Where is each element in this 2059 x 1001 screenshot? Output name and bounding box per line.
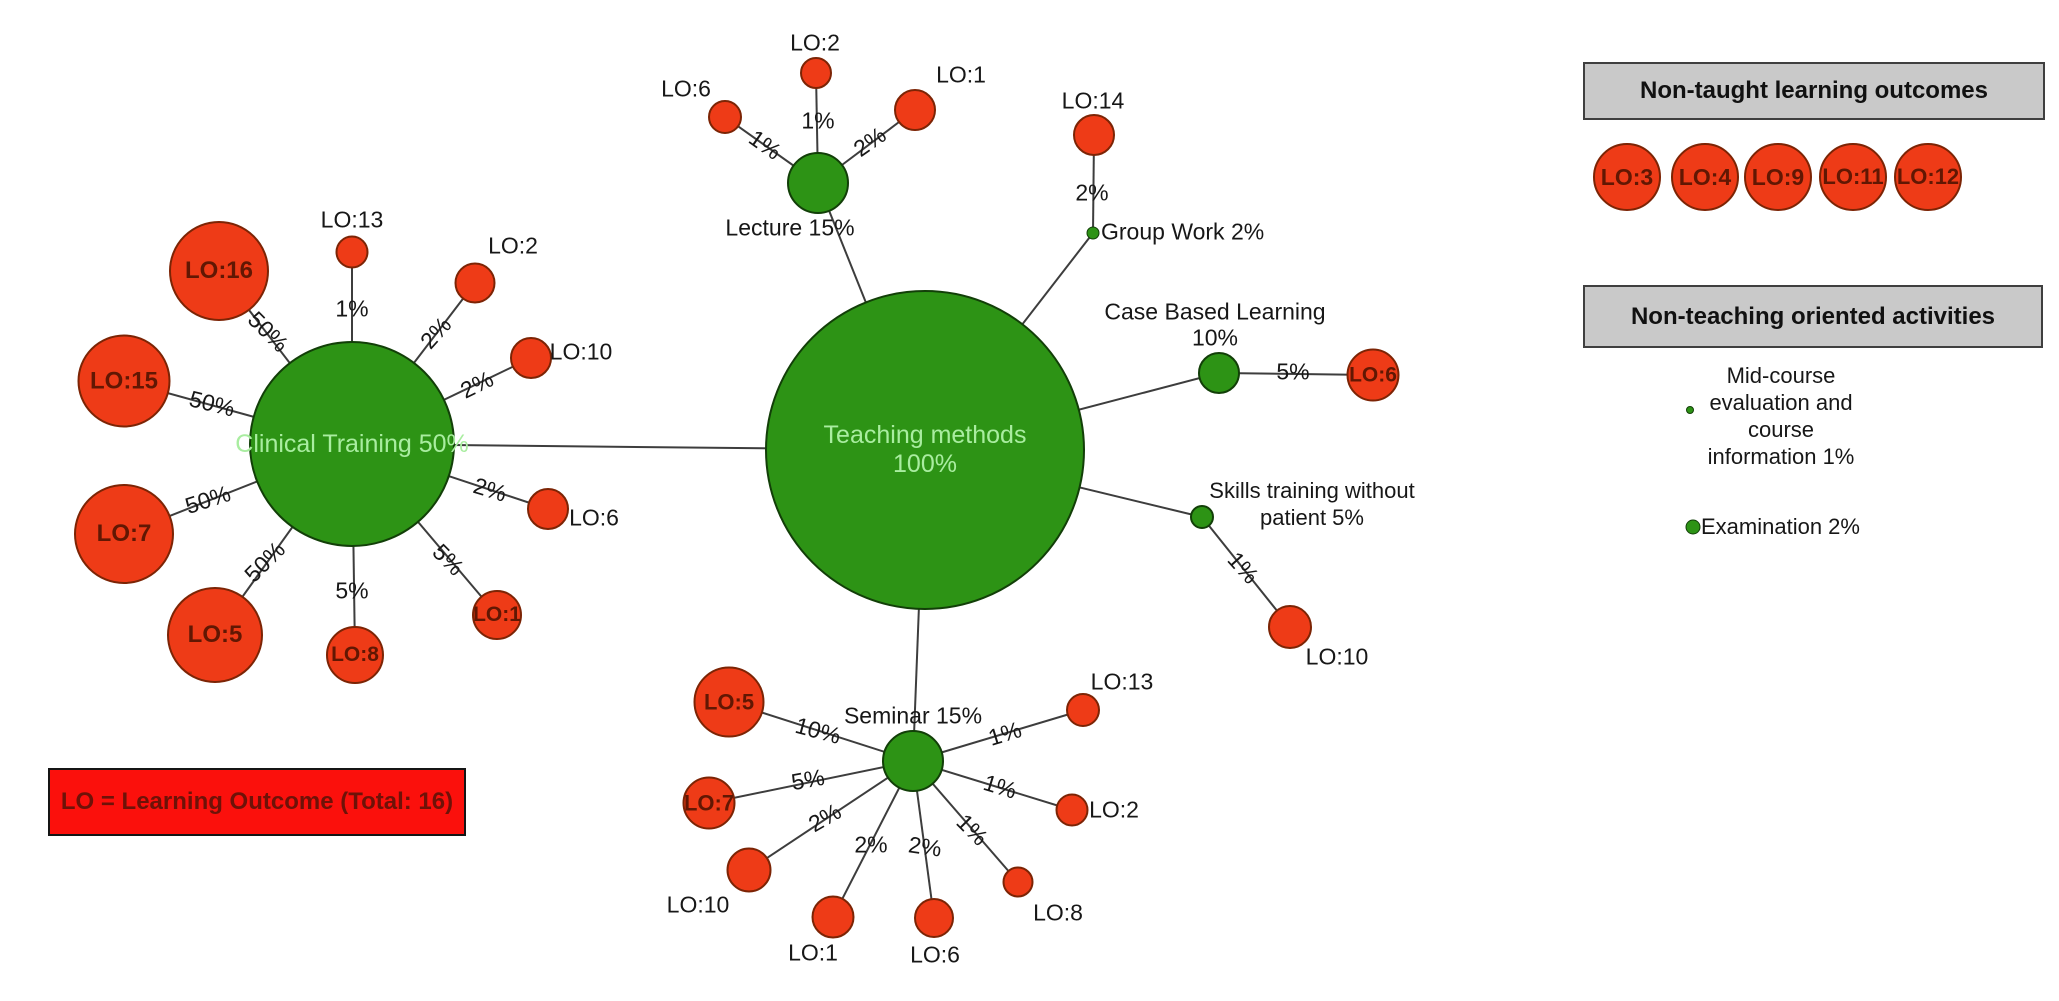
node-teaching-methods: Teaching methods 100%	[765, 290, 1085, 610]
node-nontaught-lo9: LO:9	[1744, 143, 1812, 211]
node-case-based-lo6-label: LO:6	[1349, 363, 1397, 386]
node-clinical-lo16: LO:16	[169, 221, 269, 321]
node-seminar-lo5: LO:5	[693, 666, 765, 738]
label-clinical-lo13: LO:13	[320, 206, 384, 233]
node-clinical-lo8-label: LO:8	[331, 643, 379, 666]
node-clinical-lo5: LO:5	[167, 587, 263, 683]
node-lecture-lo6	[708, 100, 742, 134]
node-seminar-lo7-label: LO:7	[683, 790, 735, 815]
label-seminar-lo1: LO:1	[788, 939, 838, 966]
node-clinical-lo5-label: LO:5	[187, 621, 243, 648]
node-clinical-lo15: LO:15	[77, 334, 171, 428]
label-clinical-lo10: LO:10	[549, 338, 613, 365]
node-nontaught-lo12: LO:12	[1894, 143, 1962, 211]
node-clinical-lo7: LO:7	[74, 484, 174, 584]
edge-label-clinical-lo8: 5%	[335, 577, 369, 604]
edge-label-lecture-lo2: 1%	[801, 107, 835, 134]
node-clinical-lo1: LO:1	[472, 590, 522, 640]
label-seminar-lo8: LO:8	[1033, 899, 1083, 926]
edge-label-clinical-lo13: 1%	[335, 295, 369, 322]
non-teaching-header: Non-teaching oriented activities	[1583, 285, 2043, 348]
node-seminar-lo7: LO:7	[682, 776, 736, 830]
node-clinical-lo13	[335, 235, 369, 269]
node-case-based-learning	[1198, 352, 1240, 394]
label-seminar: Seminar 15%	[843, 702, 983, 729]
label-skills-training: Skills training without patient 5%	[1209, 478, 1415, 530]
node-nontaught-lo11: LO:11	[1819, 143, 1887, 211]
label-seminar-lo6: LO:6	[910, 941, 960, 968]
node-nontaught-lo11-label: LO:11	[1822, 164, 1884, 189]
label-group-work: Group Work 2%	[1101, 218, 1265, 245]
edge-label-group-work-lo14: 2%	[1075, 179, 1109, 206]
node-seminar-lo10	[726, 847, 772, 893]
node-seminar-lo13	[1066, 693, 1100, 727]
node-nontaught-lo4-label: LO:4	[1678, 163, 1732, 190]
node-seminar-lo2	[1055, 793, 1089, 827]
mid-course-dot	[1686, 406, 1694, 414]
node-lecture-lo2	[800, 57, 832, 89]
label-seminar-lo2: LO:2	[1089, 796, 1139, 823]
node-group-work	[1086, 226, 1100, 240]
node-clinical-lo10	[510, 337, 552, 379]
non-taught-header: Non-taught learning outcomes	[1583, 62, 2045, 120]
teaching-methods-pct: 100%	[893, 450, 957, 478]
node-teaching-methods-label: Teaching methods 100%	[824, 421, 1027, 479]
node-clinical-lo2	[454, 262, 496, 304]
node-clinical-lo1-label: LO:1	[473, 603, 521, 626]
label-case-based-learning: Case Based Learning	[1104, 298, 1326, 325]
non-taught-header-label: Non-taught learning outcomes	[1640, 77, 1988, 104]
node-nontaught-lo3: LO:3	[1593, 143, 1661, 211]
node-seminar-lo5-label: LO:5	[703, 689, 755, 714]
node-clinical-lo15-label: LO:15	[89, 367, 158, 394]
node-skills-lo10	[1268, 605, 1312, 649]
label-skills-lo10: LO:10	[1305, 643, 1369, 670]
node-clinical-lo6	[527, 488, 569, 530]
label-seminar-lo10: LO:10	[666, 891, 730, 918]
label-clinical-lo2: LO:2	[488, 232, 538, 259]
label-seminar-lo13: LO:13	[1090, 668, 1154, 695]
examination-dot	[1685, 519, 1701, 535]
node-seminar-lo6	[914, 898, 954, 938]
edge-label-seminar-lo7: 5%	[789, 763, 827, 796]
label-lecture: Lecture 15%	[725, 214, 855, 241]
node-case-based-lo6: LO:6	[1346, 348, 1400, 402]
label-mid-course: Mid-course evaluation and course informa…	[1707, 363, 1855, 469]
label-examination: Examination 2%	[1701, 514, 1860, 539]
label-clinical-lo6: LO:6	[569, 504, 619, 531]
edge-label-seminar-lo6: 2%	[906, 831, 944, 862]
node-seminar-lo1	[811, 895, 855, 939]
node-lecture	[787, 152, 849, 214]
label-group-work-lo14: LO:14	[1061, 87, 1125, 114]
label-lecture-lo6: LO:6	[661, 75, 711, 102]
node-nontaught-lo9-label: LO:9	[1751, 163, 1805, 190]
edge-label-seminar-lo1: 2%	[854, 831, 888, 858]
node-nontaught-lo12-label: LO:12	[1896, 164, 1960, 189]
node-seminar	[882, 730, 944, 792]
node-clinical-lo8: LO:8	[326, 626, 384, 684]
node-clinical-lo16-label: LO:16	[184, 257, 253, 284]
node-clinical-training: Clinical Training 50%	[235, 341, 469, 547]
node-lecture-lo1	[894, 89, 936, 131]
node-nontaught-lo4: LO:4	[1671, 143, 1739, 211]
legend-text: LO = Learning Outcome (Total: 16)	[60, 788, 454, 815]
node-clinical-training-label: Clinical Training 50%	[235, 429, 469, 458]
non-teaching-header-label: Non-teaching oriented activities	[1630, 302, 1996, 330]
node-nontaught-lo3-label: LO:3	[1600, 163, 1654, 190]
label-lecture-lo2: LO:2	[790, 29, 840, 56]
node-group-work-lo14	[1073, 114, 1115, 156]
legend-box: LO = Learning Outcome (Total: 16)	[48, 768, 466, 836]
node-clinical-lo7-label: LO:7	[96, 520, 152, 547]
teaching-methods-text: Teaching methods	[823, 421, 1027, 450]
label-case-based-learning-pct: 10%	[1191, 324, 1239, 351]
node-skills-training	[1190, 505, 1214, 529]
label-lecture-lo1: LO:1	[936, 61, 986, 88]
node-seminar-lo8	[1002, 866, 1034, 898]
edge-label-case-based-lo6: 5%	[1276, 358, 1310, 385]
